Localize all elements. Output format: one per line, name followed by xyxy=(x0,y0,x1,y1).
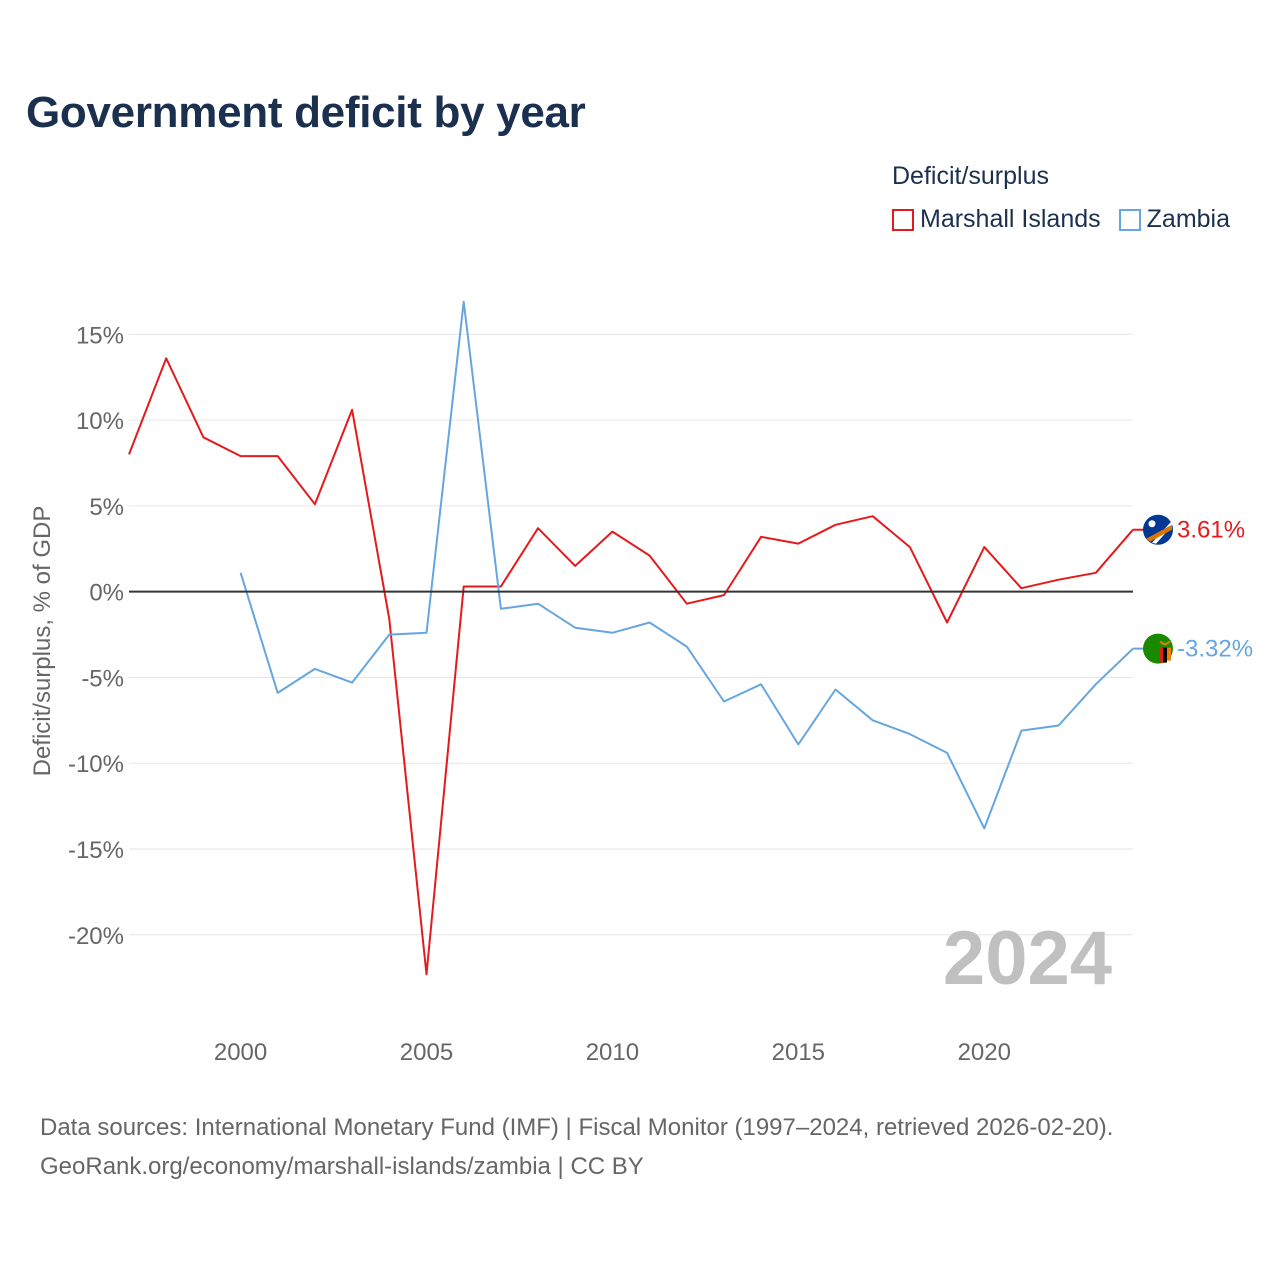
legend-title: Deficit/surplus xyxy=(892,162,1049,190)
x-tick-label: 2015 xyxy=(772,1039,825,1066)
footer-sources: Data sources: International Monetary Fun… xyxy=(40,1114,1114,1141)
legend-swatch-marshall-islands xyxy=(892,208,914,231)
x-tick-label: 2010 xyxy=(586,1039,639,1066)
y-tick-label: -5% xyxy=(81,665,124,692)
legend-label-zambia: Zambia xyxy=(1146,205,1231,233)
series-line-zambia xyxy=(239,300,1134,830)
year-watermark: 2024 xyxy=(943,916,1112,1001)
zambia-flag-stripe-black xyxy=(1163,647,1167,663)
y-tick-label: 10% xyxy=(76,408,124,435)
legend-swatch-zambia xyxy=(1118,208,1141,231)
y-tick-label: 5% xyxy=(89,494,124,521)
zambia-flag-stripe-orange xyxy=(1167,647,1171,661)
y-tick-label: -20% xyxy=(68,923,124,950)
chart-title: Government deficit by year xyxy=(26,88,586,137)
end-value-label-marshall-islands: 3.61% xyxy=(1177,517,1245,544)
y-tick-label: -10% xyxy=(68,751,124,778)
line-chart: 15% 10% 5% 0% -5% -10% -15% -20% 2000 2005 2010 201… xyxy=(29,300,1253,1066)
series-line-marshall-islands xyxy=(128,357,1134,976)
legend-item-zambia[interactable]: Zambia xyxy=(1118,205,1231,234)
legend: Marshall Islands Zambia xyxy=(892,205,1230,234)
end-value-label-zambia: -3.32% xyxy=(1177,636,1253,663)
y-tick-label: -15% xyxy=(68,837,124,864)
footer-attribution: GeoRank.org/economy/marshall-islands/zam… xyxy=(40,1153,644,1180)
legend-item-marshall-islands[interactable]: Marshall Islands xyxy=(892,205,1101,234)
marshall-islands-flag-star xyxy=(1148,520,1156,528)
y-axis-label: Deficit/surplus, % of GDP xyxy=(29,506,56,777)
x-tick-label: 2000 xyxy=(214,1039,267,1066)
x-tick-label: 2020 xyxy=(958,1039,1011,1066)
zambia-flag-eagle xyxy=(1159,640,1171,646)
legend-label-marshall-islands: Marshall Islands xyxy=(920,205,1101,233)
zambia-flag-stripe-red xyxy=(1159,647,1163,663)
y-tick-label: 0% xyxy=(89,580,124,607)
footer: Data sources: International Monetary Fun… xyxy=(40,1108,1113,1186)
marshall-islands-flag-ray-orange xyxy=(1146,524,1172,542)
x-tick-label: 2005 xyxy=(400,1039,453,1066)
y-tick-label: 15% xyxy=(76,322,124,349)
